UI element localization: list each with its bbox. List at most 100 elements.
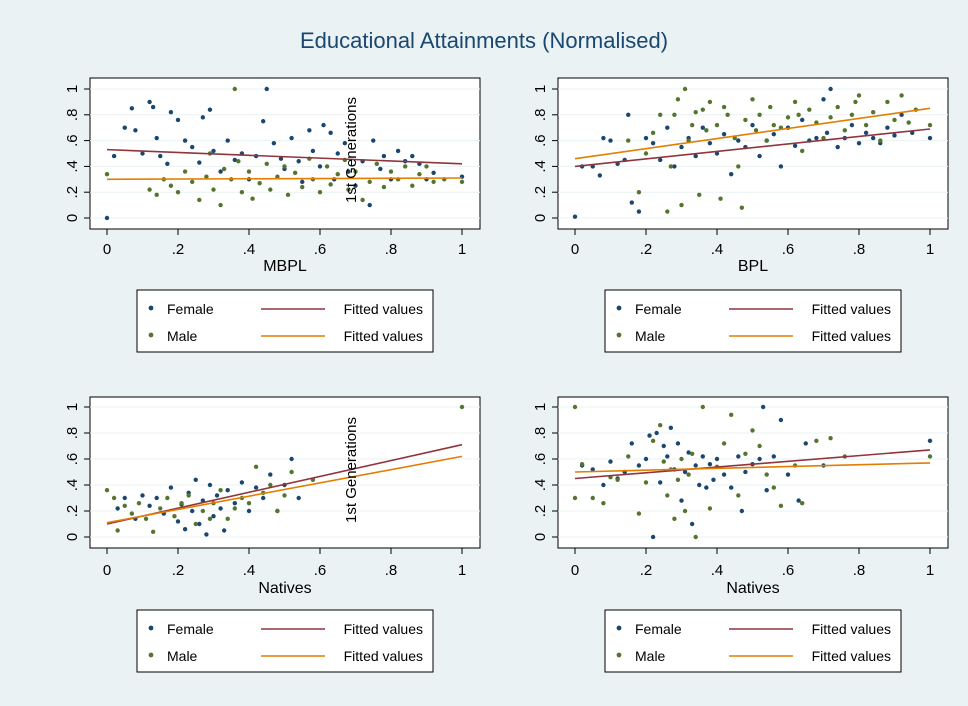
- data-point: [168, 110, 174, 115]
- data-point: [317, 190, 323, 195]
- data-point: [246, 169, 252, 174]
- legend: Female Fitted values Male Fitted values: [604, 289, 902, 353]
- data-point: [693, 110, 698, 115]
- data-point: [367, 179, 372, 185]
- data-point: [693, 153, 698, 159]
- data-point: [154, 495, 159, 501]
- legend: Female Fitted values Male Fitted values: [136, 289, 434, 353]
- data-point: [643, 135, 649, 141]
- fitted-line-male: [106, 455, 463, 524]
- data-point: [172, 514, 177, 519]
- y-tick-label: .4: [64, 160, 81, 173]
- data-point: [853, 99, 858, 105]
- data-point: [636, 511, 642, 516]
- data-point: [643, 480, 649, 485]
- data-point: [927, 122, 933, 128]
- data-point: [597, 173, 603, 178]
- data-point: [328, 130, 333, 136]
- data-point: [147, 187, 152, 192]
- legend-label: Fitted values: [344, 301, 423, 317]
- data-point: [626, 112, 631, 118]
- data-point: [675, 477, 681, 482]
- y-tick-label: 1: [532, 85, 549, 93]
- data-point: [353, 183, 358, 188]
- data-point: [342, 140, 348, 146]
- data-point: [814, 438, 819, 443]
- y-tick-label: 1: [532, 403, 549, 411]
- data-point: [739, 205, 745, 210]
- data-point: [218, 488, 223, 493]
- legend-label: Female: [635, 621, 682, 637]
- data-point: [168, 183, 174, 188]
- data-point: [115, 506, 120, 511]
- data-point: [629, 200, 634, 205]
- scatter-panel-4: 0 .2 .4 .6 .8 1 0 .2 .4 .6 .8 1 Natives Female Fitted …: [532, 396, 949, 673]
- data-point: [367, 202, 372, 208]
- data-point: [650, 140, 656, 146]
- data-point: [750, 428, 755, 433]
- data-point: [899, 112, 904, 118]
- legend-label: Fitted values: [812, 621, 891, 637]
- data-point: [158, 506, 163, 511]
- data-point: [785, 472, 791, 477]
- data-point: [636, 190, 642, 195]
- legend: Female Fitted values Male Fitted values: [136, 609, 434, 673]
- legend-box: [604, 289, 902, 353]
- x-tick-label: .6: [314, 562, 327, 579]
- x-tick-label: .4: [243, 241, 256, 258]
- data-point: [246, 508, 252, 514]
- data-point: [672, 112, 677, 118]
- data-point: [757, 153, 762, 159]
- data-point: [871, 110, 876, 115]
- data-point: [459, 404, 465, 410]
- data-point: [736, 164, 741, 169]
- y-tick-label: .8: [64, 109, 81, 122]
- data-point: [140, 151, 145, 156]
- data-point: [204, 174, 209, 179]
- data-point: [150, 104, 156, 110]
- data-point: [289, 456, 294, 462]
- data-point: [221, 166, 227, 172]
- data-point: [197, 521, 202, 527]
- data-point: [835, 104, 840, 110]
- data-point: [682, 469, 688, 475]
- legend-marker: [616, 332, 622, 338]
- legend-box: [136, 289, 434, 353]
- data-point: [764, 138, 769, 143]
- x-tick-label: .6: [314, 241, 327, 258]
- data-point: [697, 482, 702, 488]
- data-point: [800, 148, 805, 154]
- data-point: [129, 106, 135, 111]
- data-point: [321, 122, 326, 128]
- data-point: [431, 170, 436, 176]
- data-point: [743, 451, 748, 456]
- data-point: [143, 516, 149, 521]
- y-tick-label: .8: [64, 427, 81, 440]
- x-tick-label: 1: [458, 241, 466, 258]
- data-point: [292, 170, 298, 176]
- data-point: [672, 516, 677, 521]
- data-point: [785, 115, 791, 120]
- data-point: [679, 456, 684, 462]
- data-point: [835, 144, 840, 150]
- data-point: [647, 433, 652, 438]
- x-tick-label: .6: [782, 241, 795, 258]
- data-point: [707, 462, 713, 467]
- legend-label: Female: [167, 621, 214, 637]
- data-point: [658, 157, 663, 163]
- data-point: [828, 86, 833, 92]
- legend-marker: [148, 305, 154, 311]
- data-point: [707, 140, 713, 146]
- x-tick-label: 0: [103, 241, 111, 258]
- data-point: [193, 521, 198, 527]
- data-point: [179, 501, 184, 506]
- data-point: [282, 493, 287, 498]
- data-point: [661, 443, 666, 449]
- x-tick-label: .4: [711, 241, 724, 258]
- data-point: [849, 122, 855, 128]
- data-point: [200, 508, 206, 514]
- data-point: [431, 179, 436, 185]
- data-point: [285, 192, 291, 197]
- data-point: [750, 122, 755, 128]
- legend-marker: [148, 332, 154, 338]
